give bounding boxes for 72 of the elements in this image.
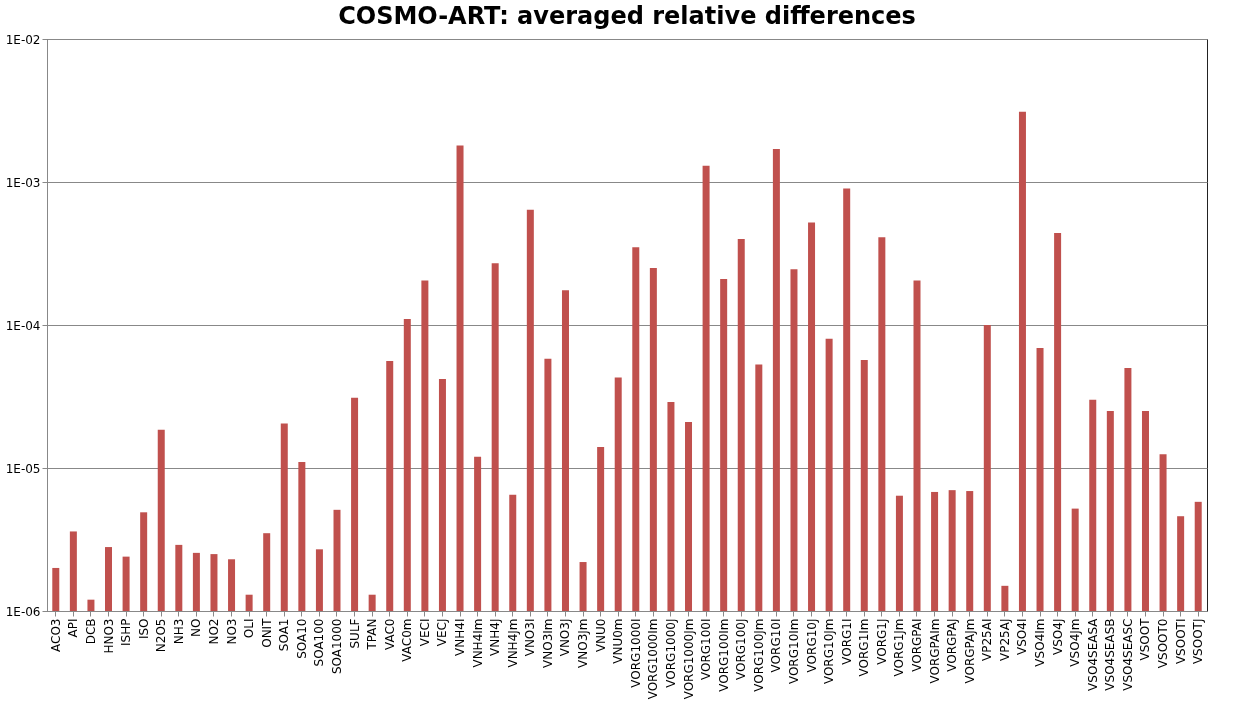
x-tick-label: ONIT <box>259 617 274 648</box>
x-tick-label: VSOOTI <box>1173 618 1188 665</box>
x-tick-label: VORG1J <box>874 618 889 665</box>
x-tick-label: OLI <box>242 618 257 639</box>
x-tick-label: API <box>66 618 81 638</box>
x-tick-label: ISHP <box>119 618 134 646</box>
x-tick-label: VORG100Im <box>716 618 731 692</box>
x-tick-label: SULF <box>347 618 362 649</box>
x-tick-label: VORG1Im <box>857 618 872 677</box>
x-tick-label: NO <box>189 618 204 637</box>
x-tick-label: VORG10Jm <box>822 618 837 685</box>
x-tick-label: TPAN <box>365 618 380 651</box>
x-tick-label: SOA1 <box>277 618 292 652</box>
x-tick-label: VORG100J <box>734 618 749 681</box>
x-tick-label: DCB <box>83 618 98 645</box>
x-tick-label: VORG100Jm <box>751 618 766 692</box>
x-tick-label: VSO4I <box>1015 618 1030 655</box>
x-tick-label: VSO4Jm <box>1068 618 1083 667</box>
x-tick-label: VNH4Im <box>470 618 485 668</box>
x-tick-label: VNH4Jm <box>505 618 520 668</box>
x-tick-label: VORG1Jm <box>892 618 907 677</box>
x-tick-label: N2O5 <box>154 618 169 653</box>
x-tick-label: VORG1000Jm <box>681 618 696 700</box>
x-tick-label: VP25AI <box>980 618 995 661</box>
x-tick-label: VSOOTJ <box>1191 618 1206 665</box>
x-tick-label: VSO4SEASB <box>1103 618 1118 691</box>
x-tick-label: VORG10I <box>769 618 784 673</box>
x-tick-label: VNO3Im <box>540 618 555 668</box>
x-tick-label: VORG1000Im <box>646 618 661 700</box>
y-tick-label: 1E-05 <box>5 461 41 476</box>
x-tick-label: VORGPAI <box>910 618 924 672</box>
x-tick-label: VORG10Im <box>786 618 801 685</box>
x-tick-label: VECI <box>417 618 432 647</box>
chart-title: COSMO-ART: averaged relative differences <box>338 2 916 30</box>
x-tick-label: VORG10J <box>804 618 819 673</box>
x-tick-label: VSO4J <box>1050 618 1065 655</box>
x-tick-label: VSO4SEASA <box>1085 617 1100 691</box>
x-tick-label: ISO <box>136 618 151 640</box>
x-tick-label: VORGPAIm <box>927 618 942 684</box>
x-tick-label: VP25AJ <box>997 618 1012 661</box>
x-tick-label: VNO3J <box>558 618 573 657</box>
y-tick-label: 1E-06 <box>5 604 41 619</box>
x-tick-label: VORG1000J <box>663 618 678 688</box>
x-tick-label: SOA10 <box>294 618 309 659</box>
y-tick-label: 1E-04 <box>5 318 41 333</box>
x-tick-label: VORG1I <box>839 618 854 665</box>
x-tick-label: VSOOT0 <box>1156 618 1171 669</box>
x-tick-label: VNH4J <box>488 618 503 656</box>
x-tick-label: NH3 <box>171 618 186 645</box>
x-tick-label: NO3 <box>224 618 239 645</box>
x-tick-label: VNH4I <box>453 618 468 656</box>
x-tick-label: VORG1000I <box>628 618 643 688</box>
x-tick-label: NO2 <box>206 618 221 645</box>
x-tick-label: VSO4SEASC <box>1120 618 1135 691</box>
x-tick-label: VNO3I <box>523 618 538 657</box>
x-tick-label: VNU0 <box>593 618 608 653</box>
x-tick-label: VAC0m <box>400 618 415 662</box>
x-tick-label: SOA100 <box>312 618 327 667</box>
x-tick-label: VSO4Im <box>1033 618 1048 667</box>
x-tick-label: VNO3Jm <box>576 618 591 668</box>
x-tick-label: SOA1000 <box>330 618 344 675</box>
x-tick-label: VSOOT <box>1138 617 1153 661</box>
x-tick-label: VAC0 <box>382 618 397 650</box>
x-tick-label: VORGPAJ <box>945 618 960 672</box>
x-tick-label: HNO3 <box>101 618 116 654</box>
x-tick-label: VECJ <box>435 618 450 647</box>
y-tick-label: 1E-02 <box>5 32 41 47</box>
x-tick-label: ACO3 <box>48 618 63 652</box>
y-tick-label: 1E-03 <box>5 175 41 190</box>
x-tick-label: VORGPAJm <box>962 618 977 684</box>
x-tick-label: VORG100I <box>699 618 714 681</box>
x-tick-label: VNU0m <box>611 618 626 664</box>
